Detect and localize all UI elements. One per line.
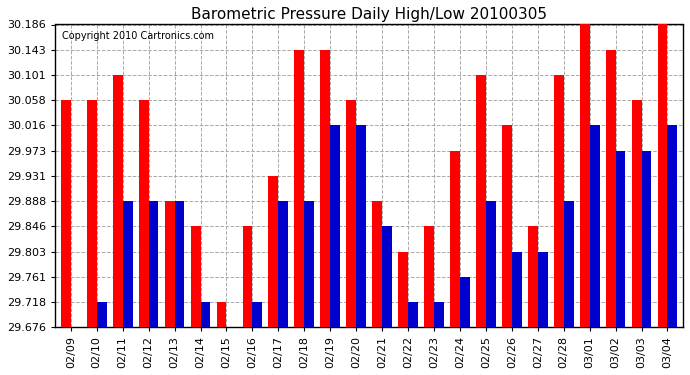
Bar — [295, 50, 304, 327]
Bar — [502, 125, 512, 327]
Bar — [434, 302, 444, 327]
Bar — [148, 201, 159, 327]
Bar — [590, 125, 600, 327]
Bar — [615, 151, 625, 327]
Bar — [486, 201, 495, 327]
Bar — [564, 201, 573, 327]
Bar — [242, 226, 253, 327]
Title: Barometric Pressure Daily High/Low 20100305: Barometric Pressure Daily High/Low 20100… — [191, 7, 547, 22]
Bar — [667, 125, 678, 327]
Bar — [139, 100, 148, 327]
Bar — [346, 100, 356, 327]
Bar — [61, 100, 71, 327]
Text: Copyright 2010 Cartronics.com: Copyright 2010 Cartronics.com — [61, 30, 213, 40]
Bar — [278, 201, 288, 327]
Bar — [450, 151, 460, 327]
Bar — [165, 201, 175, 327]
Bar — [642, 151, 651, 327]
Bar — [398, 252, 408, 327]
Bar — [528, 226, 538, 327]
Bar — [217, 302, 226, 327]
Bar — [87, 100, 97, 327]
Bar — [175, 201, 184, 327]
Bar — [512, 252, 522, 327]
Bar — [123, 201, 132, 327]
Bar — [331, 125, 340, 327]
Bar — [372, 201, 382, 327]
Bar — [97, 302, 106, 327]
Bar — [631, 100, 642, 327]
Bar — [408, 302, 418, 327]
Bar — [538, 252, 548, 327]
Bar — [320, 50, 331, 327]
Bar — [554, 75, 564, 327]
Bar — [658, 24, 667, 327]
Bar — [253, 302, 262, 327]
Bar — [113, 75, 123, 327]
Bar — [460, 276, 470, 327]
Bar — [190, 226, 201, 327]
Bar — [382, 226, 392, 327]
Bar — [356, 125, 366, 327]
Bar — [476, 75, 486, 327]
Bar — [304, 201, 314, 327]
Bar — [580, 24, 590, 327]
Bar — [424, 226, 434, 327]
Bar — [268, 176, 278, 327]
Bar — [606, 50, 615, 327]
Bar — [201, 302, 210, 327]
